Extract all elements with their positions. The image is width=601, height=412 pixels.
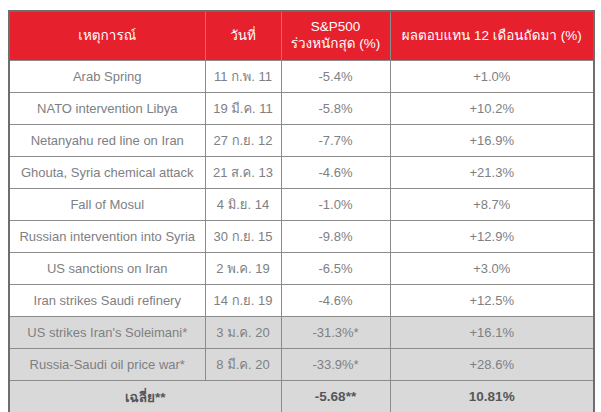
event-cell: US sanctions on Iran (9, 253, 205, 285)
summary-return-cell: 10.81% (390, 381, 594, 412)
table-row: Iran strikes Saudi refinery 14 ก.ย. 19 -… (9, 285, 594, 317)
date-cell: 30 ก.ย. 15 (205, 221, 281, 253)
summary-label-cell: เฉลี่ย** (9, 381, 281, 412)
column-header-drop: S&P500 ร่วงหนักสุด (%) (281, 11, 390, 61)
return-cell: +21.3% (390, 157, 594, 189)
summary-drop-cell: -5.68** (281, 381, 390, 412)
date-cell: 8 มี.ค. 20 (205, 349, 281, 381)
return-cell: +28.6% (390, 349, 594, 381)
summary-row: เฉลี่ย** -5.68** 10.81% (9, 381, 594, 412)
header-row: เหตุการณ์ วันที่ S&P500 ร่วงหนักสุด (%) … (9, 11, 594, 61)
drop-cell: -5.8% (281, 93, 390, 125)
date-cell: 11 ก.พ. 11 (205, 61, 281, 93)
event-cell: Arab Spring (9, 61, 205, 93)
event-cell: US strikes Iran's Soleimani* (9, 317, 205, 349)
table-row: NATO intervention Libya 19 มี.ค. 11 -5.8… (9, 93, 594, 125)
drop-cell: -1.0% (281, 189, 390, 221)
column-header-date: วันที่ (205, 11, 281, 61)
table-row: US strikes Iran's Soleimani* 3 ม.ค. 20 -… (9, 317, 594, 349)
date-cell: 14 ก.ย. 19 (205, 285, 281, 317)
event-cell: Ghouta, Syria chemical attack (9, 157, 205, 189)
drop-cell: -5.4% (281, 61, 390, 93)
return-cell: +3.0% (390, 253, 594, 285)
date-cell: 4 มิ.ย. 14 (205, 189, 281, 221)
events-table: เหตุการณ์ วันที่ S&P500 ร่วงหนักสุด (%) … (8, 10, 595, 412)
drop-cell: -6.5% (281, 253, 390, 285)
drop-cell: -31.3%* (281, 317, 390, 349)
table-row: Russian intervention into Syria 30 ก.ย. … (9, 221, 594, 253)
table-row: Arab Spring 11 ก.พ. 11 -5.4% +1.0% (9, 61, 594, 93)
date-cell: 3 ม.ค. 20 (205, 317, 281, 349)
return-cell: +1.0% (390, 61, 594, 93)
table-row: US sanctions on Iran 2 พ.ค. 19 -6.5% +3.… (9, 253, 594, 285)
table-row: Ghouta, Syria chemical attack 21 ส.ค. 13… (9, 157, 594, 189)
drop-cell: -4.6% (281, 157, 390, 189)
return-cell: +16.1% (390, 317, 594, 349)
date-cell: 27 ก.ย. 12 (205, 125, 281, 157)
event-cell: Fall of Mosul (9, 189, 205, 221)
return-cell: +12.5% (390, 285, 594, 317)
drop-cell: -33.9%* (281, 349, 390, 381)
return-cell: +16.9% (390, 125, 594, 157)
drop-cell: -7.7% (281, 125, 390, 157)
events-table-container: เหตุการณ์ วันที่ S&P500 ร่วงหนักสุด (%) … (8, 10, 595, 412)
return-cell: +12.9% (390, 221, 594, 253)
drop-cell: -4.6% (281, 285, 390, 317)
event-cell: Russia-Saudi oil price war* (9, 349, 205, 381)
return-cell: +10.2% (390, 93, 594, 125)
event-cell: Iran strikes Saudi refinery (9, 285, 205, 317)
drop-cell: -9.8% (281, 221, 390, 253)
date-cell: 19 มี.ค. 11 (205, 93, 281, 125)
date-cell: 21 ส.ค. 13 (205, 157, 281, 189)
table-row: Russia-Saudi oil price war* 8 มี.ค. 20 -… (9, 349, 594, 381)
date-cell: 2 พ.ค. 19 (205, 253, 281, 285)
event-cell: Netanyahu red line on Iran (9, 125, 205, 157)
return-cell: +8.7% (390, 189, 594, 221)
event-cell: NATO intervention Libya (9, 93, 205, 125)
table-row: Netanyahu red line on Iran 27 ก.ย. 12 -7… (9, 125, 594, 157)
table-row: Fall of Mosul 4 มิ.ย. 14 -1.0% +8.7% (9, 189, 594, 221)
column-header-event: เหตุการณ์ (9, 11, 205, 61)
event-cell: Russian intervention into Syria (9, 221, 205, 253)
column-header-return: ผลตอบแทน 12 เดือนถัดมา (%) (390, 11, 594, 61)
